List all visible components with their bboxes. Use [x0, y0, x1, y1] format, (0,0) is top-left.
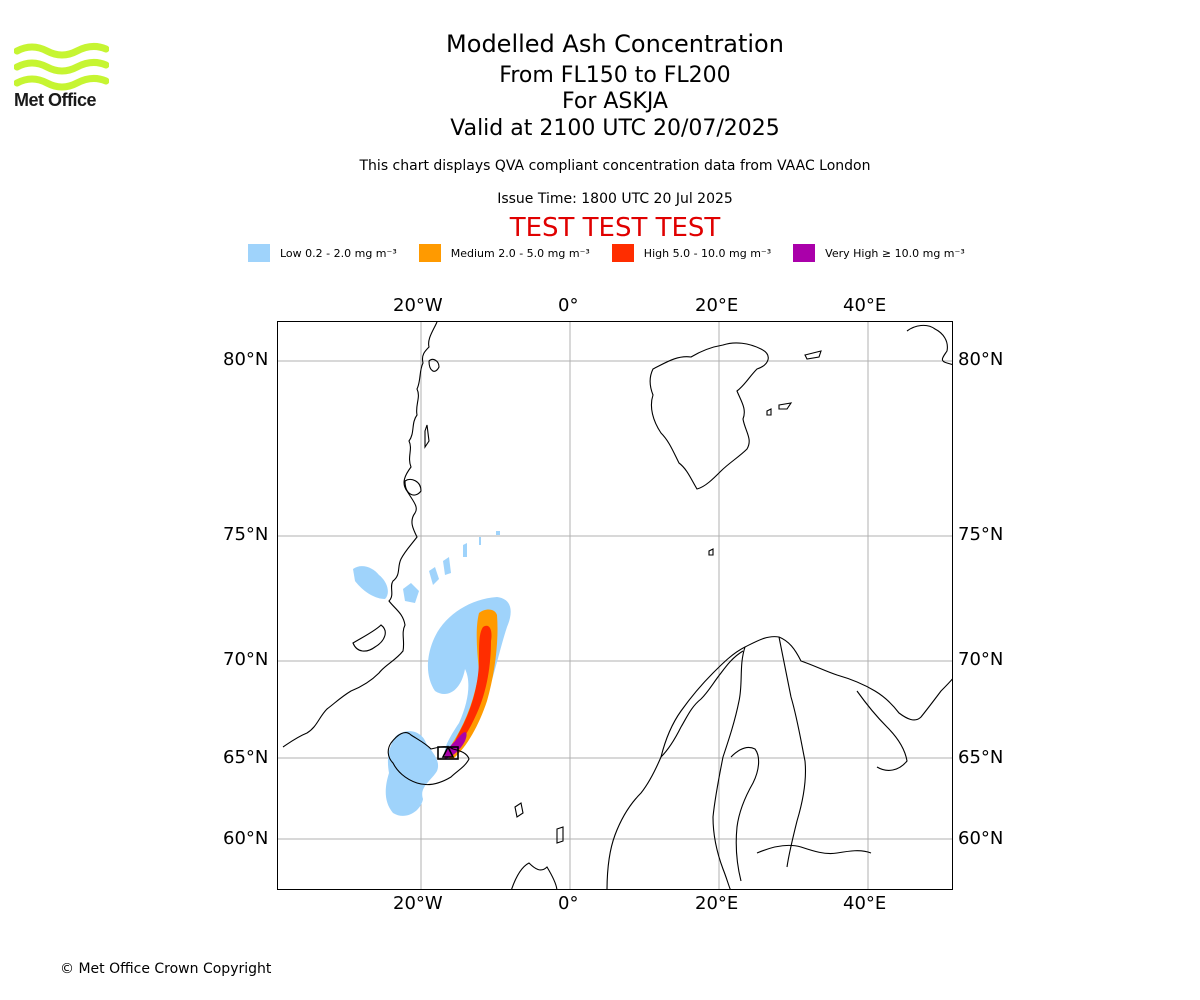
volcano-triangle [441, 745, 455, 758]
lon-label-bottom-40e: 40°E [843, 893, 887, 914]
lon-label-top-0: 0° [558, 295, 579, 316]
legend-label-low: Low 0.2 - 2.0 mg m⁻³ [280, 246, 397, 260]
lat-label-right-75n: 75°N [958, 524, 1004, 545]
coast-iceland [387, 732, 470, 786]
compliance-note: This chart displays QVA compliant concen… [359, 158, 871, 174]
lat-label-right-80n: 80°N [958, 349, 1004, 370]
coast-greenland [282, 322, 438, 748]
border-finland-russia [778, 636, 807, 868]
legend-label-high: High 5.0 - 10.0 mg m⁻³ [643, 246, 772, 260]
lat-label-left-80n: 80°N [223, 349, 269, 370]
legend-swatch-very-high [793, 244, 816, 262]
coast-scotland [511, 862, 558, 889]
lat-label-right-65n: 65°N [958, 747, 1004, 768]
lon-label-top-40e: 40°E [843, 295, 887, 316]
map-canvas [278, 322, 952, 889]
coast-norway-west [660, 650, 744, 758]
legend-item-medium: Medium 2.0 - 5.0 mg m⁻³ [418, 244, 590, 262]
coast-shetland [556, 826, 564, 844]
legend-swatch-high [611, 244, 634, 262]
lat-label-left-60n: 60°N [223, 828, 269, 849]
coast-white-sea [856, 690, 908, 771]
legend-item-high: High 5.0 - 10.0 mg m⁻³ [611, 244, 772, 262]
lat-label-right-70n: 70°N [958, 649, 1004, 670]
graticule [278, 322, 952, 889]
logo-wordmark: Met Office [14, 90, 97, 110]
lat-label-left-75n: 75°N [223, 524, 269, 545]
border-sweden-finland [712, 646, 746, 889]
ash-high [452, 625, 492, 753]
coast-faroe [514, 802, 524, 818]
legend-swatch-low [248, 244, 270, 262]
legend-item-low: Low 0.2 - 2.0 mg m⁻³ [248, 244, 397, 262]
coastlines [282, 322, 952, 889]
map-panel [277, 321, 953, 890]
legend: Low 0.2 - 2.0 mg m⁻³ Medium 2.0 - 5.0 mg… [248, 244, 987, 262]
lat-label-right-60n: 60°N [958, 828, 1004, 849]
test-banner: TEST TEST TEST [509, 213, 721, 243]
flight-level: From FL150 to FL200 [499, 63, 731, 88]
copyright: © Met Office Crown Copyright [60, 961, 272, 977]
triangle-icon [437, 745, 459, 760]
lon-label-top-20w: 20°W [393, 295, 443, 316]
met-office-logo [14, 42, 109, 91]
coast-gulf-bothnia [730, 746, 760, 882]
legend-swatch-medium [418, 244, 441, 262]
valid-time: Valid at 2100 UTC 20/07/2025 [450, 116, 780, 141]
coast-scandinavia [606, 636, 952, 889]
legend-label-very-high: Very High ≥ 10.0 mg m⁻³ [825, 246, 965, 260]
issue-time: Issue Time: 1800 UTC 20 Jul 2025 [497, 191, 733, 207]
lon-label-bottom-0: 0° [558, 893, 579, 914]
volcano-name: For ASKJA [562, 89, 668, 114]
lat-label-left-65n: 65°N [223, 747, 269, 768]
lon-label-bottom-20w: 20°W [393, 893, 443, 914]
coast-svalbard [649, 342, 769, 490]
coast-gulf-finland [756, 844, 872, 855]
coast-franz-josef [906, 324, 952, 366]
lon-label-bottom-20e: 20°E [695, 893, 739, 914]
lon-label-top-20e: 20°E [695, 295, 739, 316]
lat-label-left-70n: 70°N [223, 649, 269, 670]
legend-label-medium: Medium 2.0 - 5.0 mg m⁻³ [450, 246, 590, 260]
chart-title: Modelled Ash Concentration [446, 30, 784, 58]
legend-item-very-high: Very High ≥ 10.0 mg m⁻³ [793, 244, 965, 262]
